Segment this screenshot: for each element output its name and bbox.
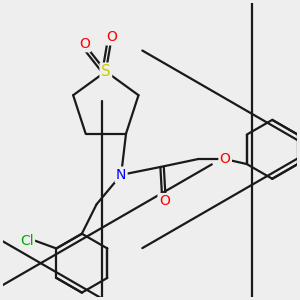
Text: S: S [101,64,111,79]
Text: O: O [106,30,117,44]
Text: O: O [159,194,170,208]
Text: N: N [116,168,126,182]
Text: O: O [79,37,90,51]
Text: O: O [220,152,231,166]
Text: Cl: Cl [20,234,34,248]
